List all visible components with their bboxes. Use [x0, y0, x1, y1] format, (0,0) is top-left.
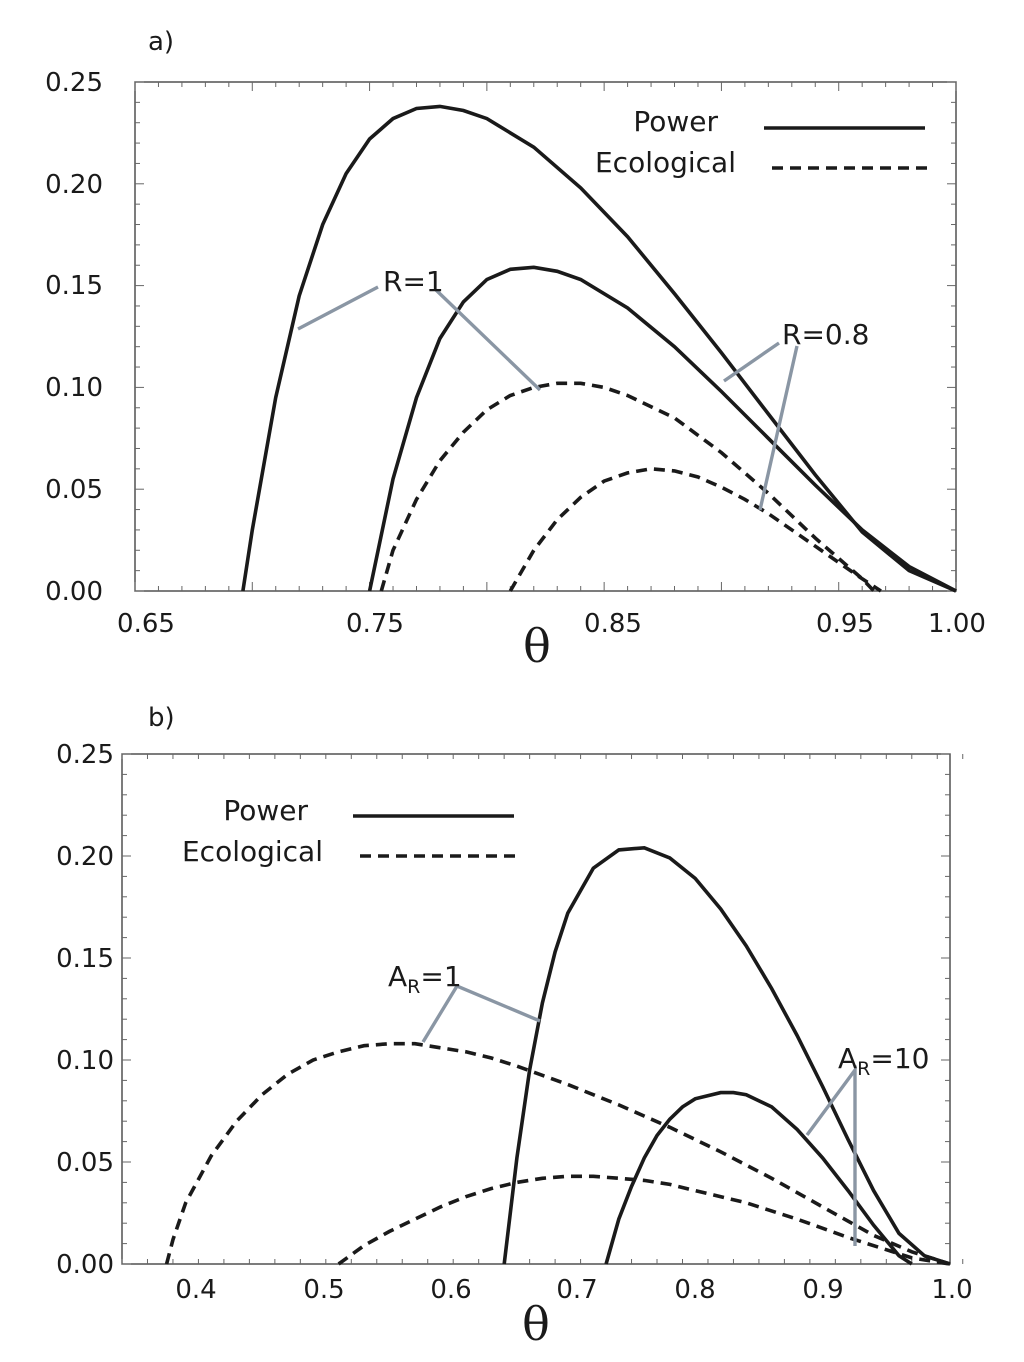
panel-b-series-power-ar1	[502, 845, 951, 1266]
panel-a-series-power-r08	[367, 265, 957, 593]
panel-a-series-ecological-r08	[508, 466, 882, 593]
panel-a-series-power-r1	[241, 104, 957, 593]
panel-b-annotation-ar1-leader	[421, 983, 541, 1043]
panel-b-xtick-label: 0.5	[303, 1275, 344, 1305]
panel-b-ticks	[121, 753, 964, 1265]
panel-a-ytick-label: 0.15	[45, 271, 103, 301]
panel-b-annotation-ar1-main: A	[388, 960, 407, 993]
panel-a-annotation-r08: R=0.8	[782, 318, 869, 351]
panel-a-xtick-label: 0.95	[816, 609, 874, 639]
panel-b-xtick-label: 0.6	[430, 1275, 471, 1305]
panel-b-ytick-label: 0.05	[56, 1148, 114, 1178]
panel-b-series-ecological-ar10	[337, 1174, 951, 1266]
panel-a-xtick-label: 0.65	[117, 609, 175, 639]
panel-a-legend-power-label: Power	[633, 105, 718, 138]
panel-a-ytick-label: 0.00	[45, 577, 103, 607]
panel-a-annotation-r1-leader	[434, 288, 542, 392]
panel-a-annotation-r1-leader	[297, 285, 379, 331]
panel-a-plot-frame	[134, 81, 957, 592]
panel-a-legend-ecological-label: Ecological	[595, 146, 736, 179]
panel-b-annotation-ar10-main: A	[838, 1042, 857, 1075]
panel-b-plot-frame	[121, 753, 951, 1265]
panel-b-xtick-label: 0.9	[802, 1275, 843, 1305]
panel-a-x-axis-label: θ	[523, 619, 551, 673]
panel-a-label: a)	[148, 27, 174, 57]
panel-b-legend-power-label: Power	[223, 794, 308, 827]
panel-b-ytick-label: 0.10	[56, 1046, 114, 1076]
panel-b-xtick-label: 0.8	[674, 1275, 715, 1305]
panel-b-xtick-label: 0.7	[556, 1275, 597, 1305]
panel-b-annotation-ar10-leader	[805, 1064, 857, 1246]
panel-a-annotation-r08-leader	[723, 341, 780, 383]
panel-a-ytick-label: 0.20	[45, 170, 103, 200]
panel-b-ytick-label: 0.00	[56, 1250, 114, 1280]
panel-a-xtick-label: 0.75	[346, 609, 404, 639]
panel-b-legend-ecological-label: Ecological	[182, 835, 323, 868]
panel-b-label: b)	[148, 703, 175, 733]
panel-b-xtick-label: 1.0	[931, 1275, 972, 1305]
panel-a-annotation-r08-leader	[758, 345, 799, 511]
panel-b-ytick-label: 0.25	[56, 740, 114, 770]
panel-a: a) 0.00 0.05 0.10 0.15 0.20 0.25 0.65 0.…	[45, 27, 986, 673]
panel-b-annotation-ar10: AR=10	[838, 1042, 929, 1080]
panel-b-annotation-ar1-suffix: =1	[420, 960, 461, 993]
panel-a-xtick-label: 0.85	[584, 609, 642, 639]
panel-a-ytick-label: 0.25	[45, 68, 103, 98]
panel-b-annotation-ar1: AR=1	[388, 960, 462, 998]
panel-b-ytick-label: 0.15	[56, 944, 114, 974]
panel-b-xtick-label: 0.4	[175, 1275, 216, 1305]
panel-a-ytick-label: 0.10	[45, 373, 103, 403]
panel-b-series-power-ar10	[604, 1090, 913, 1266]
panel-a-xtick-label: 1.00	[928, 609, 986, 639]
panel-a-annotation-r1: R=1	[383, 265, 444, 298]
panel-b-annotation-ar10-subscript: R	[857, 1058, 870, 1080]
panel-b-series-ecological-ar1	[164, 1041, 951, 1266]
panel-b-ytick-label: 0.20	[56, 842, 114, 872]
panel-b-annotation-ar1-subscript: R	[407, 976, 420, 998]
panel-a-ytick-label: 0.05	[45, 475, 103, 505]
panel-a-series-ecological-r1	[379, 381, 876, 593]
panel-b-annotation-ar10-suffix: =10	[870, 1042, 929, 1075]
panel-b-x-axis-label: θ	[522, 1297, 550, 1351]
panel-b: b) 0.00 0.05 0.10 0.15 0.20 0.25 0.4 0.5…	[56, 703, 973, 1351]
